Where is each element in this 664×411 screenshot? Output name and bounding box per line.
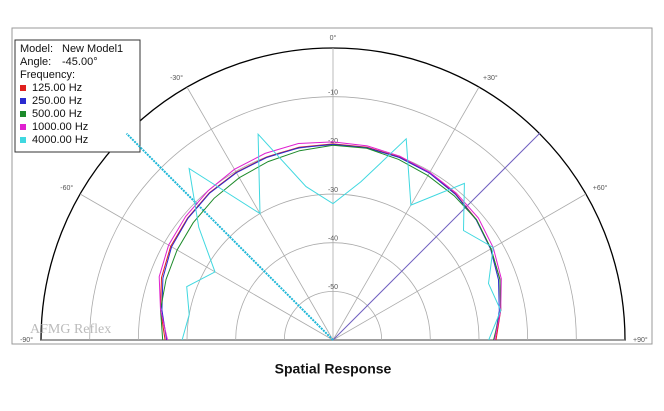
legend: Model: New Model1 Angle: -45.00° Frequen… bbox=[14, 39, 141, 153]
legend-label: 4000.00 Hz bbox=[32, 134, 88, 146]
angle-tick-label: -60° bbox=[60, 184, 73, 192]
info-label: Angle: bbox=[20, 56, 51, 68]
chart-title: Spatial Response bbox=[275, 361, 392, 377]
angle-line bbox=[125, 132, 334, 341]
legend-label: 125.00 Hz bbox=[32, 82, 82, 94]
grid-spoke bbox=[332, 193, 587, 341]
legend-box bbox=[14, 39, 141, 153]
legend-swatch bbox=[20, 111, 26, 117]
series-line bbox=[181, 132, 502, 341]
info-label: Model: bbox=[20, 43, 53, 55]
legend-title: Frequency: bbox=[20, 69, 75, 81]
grid-spoke bbox=[79, 193, 334, 341]
outer-arc bbox=[40, 47, 626, 341]
angle-tick-label: -90° bbox=[20, 336, 33, 344]
series-line bbox=[159, 144, 502, 341]
legend-swatch bbox=[20, 85, 26, 91]
legend-swatch bbox=[20, 124, 26, 130]
angle-mirror-line bbox=[332, 132, 541, 341]
legend-label: 500.00 Hz bbox=[32, 108, 82, 120]
legend-swatch bbox=[20, 137, 26, 143]
watermark: AFMG Reflex bbox=[30, 322, 111, 337]
info-value: -45.00° bbox=[62, 56, 98, 68]
angle-tick-label: -30° bbox=[170, 74, 183, 82]
r-tick-label: -50 bbox=[328, 284, 338, 291]
legend-label: 250.00 Hz bbox=[32, 95, 82, 107]
angle-tick-label: +30° bbox=[483, 74, 498, 82]
angle-tick-label: +60° bbox=[593, 184, 608, 192]
info-value: New Model1 bbox=[62, 43, 123, 55]
r-tick-label: -40 bbox=[328, 236, 338, 243]
grid-spoke bbox=[332, 86, 480, 341]
legend-swatch bbox=[20, 98, 26, 104]
legend-label: 1000.00 Hz bbox=[32, 121, 88, 133]
angle-tick-label: 0° bbox=[330, 34, 337, 42]
angle-tick-label: +90° bbox=[633, 336, 648, 344]
r-tick-label: -10 bbox=[328, 90, 338, 97]
r-tick-label: -30 bbox=[328, 187, 338, 194]
